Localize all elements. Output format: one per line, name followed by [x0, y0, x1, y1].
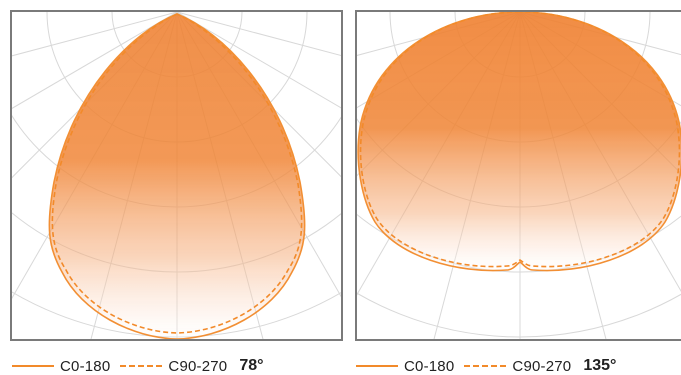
legend-c0-180-label: C0-180 — [60, 357, 111, 375]
c0-180-curve — [48, 13, 306, 339]
beam-angle-label: 135° — [583, 357, 617, 374]
c90-270-curve — [359, 12, 681, 268]
c90-270-curve — [51, 13, 303, 334]
polar-plot-svg — [357, 12, 681, 339]
polar-diagram-wide — [355, 10, 681, 341]
solid-line-swatch — [12, 365, 54, 367]
polar-diagram-narrow — [10, 10, 343, 341]
dashed-line-swatch — [464, 365, 507, 367]
legend-c0-180-label: C0-180 — [404, 357, 455, 375]
legend-c90-270-label: C90-270 — [512, 357, 572, 375]
c0-180-curve — [357, 12, 681, 272]
legend-narrow: C0-180 C90-270 78° — [12, 357, 264, 375]
dashed-line-swatch — [120, 365, 163, 367]
legend-c90-270-label: C90-270 — [168, 357, 228, 375]
legend-wide: C0-180 C90-270 135° — [356, 357, 616, 375]
solid-line-swatch — [356, 365, 398, 367]
polar-plot-svg — [12, 12, 341, 339]
beam-angle-label: 78° — [239, 357, 264, 374]
